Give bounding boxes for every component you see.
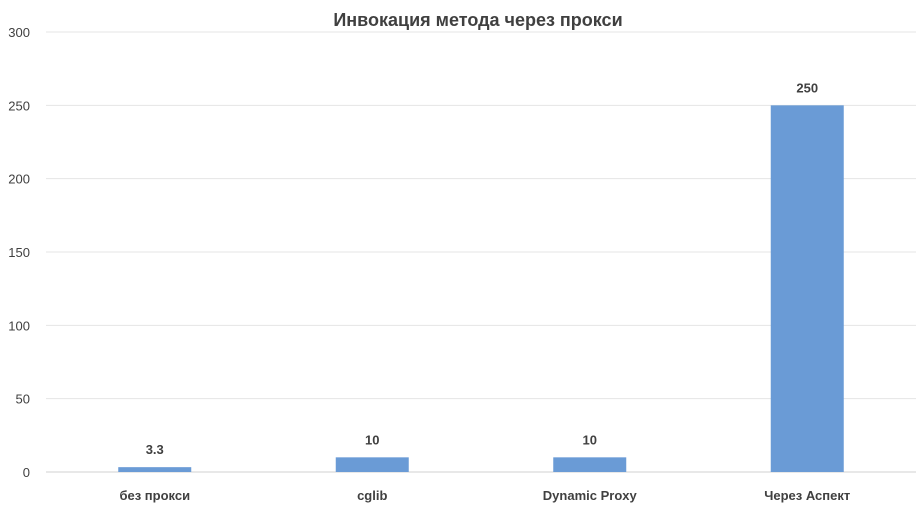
y-tick-label: 50 (16, 392, 30, 407)
bar (770, 105, 844, 472)
data-label: 10 (583, 432, 597, 447)
x-tick-label: без прокси (119, 488, 190, 503)
bar (118, 467, 192, 472)
y-tick-label: 100 (8, 318, 30, 333)
y-tick-label: 250 (8, 98, 30, 113)
y-tick-label: 200 (8, 172, 30, 187)
y-tick-label: 0 (23, 465, 30, 480)
data-label: 250 (796, 80, 818, 95)
x-axis-tick-labels: без прокси cglib Dynamic Proxy Через Аспект (119, 488, 850, 503)
x-tick-label: Через Аспект (764, 488, 850, 503)
data-labels: 3.3 10 10 250 (146, 80, 818, 457)
x-tick-label: cglib (357, 488, 387, 503)
y-tick-label: 300 (8, 25, 30, 40)
y-tick-label: 150 (8, 245, 30, 260)
y-axis-tick-labels: 0 50 100 150 200 250 300 (8, 25, 30, 480)
data-label: 10 (365, 432, 379, 447)
bar (553, 457, 627, 472)
chart-title: Инвокация метода через прокси (333, 10, 623, 30)
bars (118, 105, 844, 472)
data-label: 3.3 (146, 442, 164, 457)
x-tick-label: Dynamic Proxy (543, 488, 638, 503)
bar (335, 457, 409, 472)
